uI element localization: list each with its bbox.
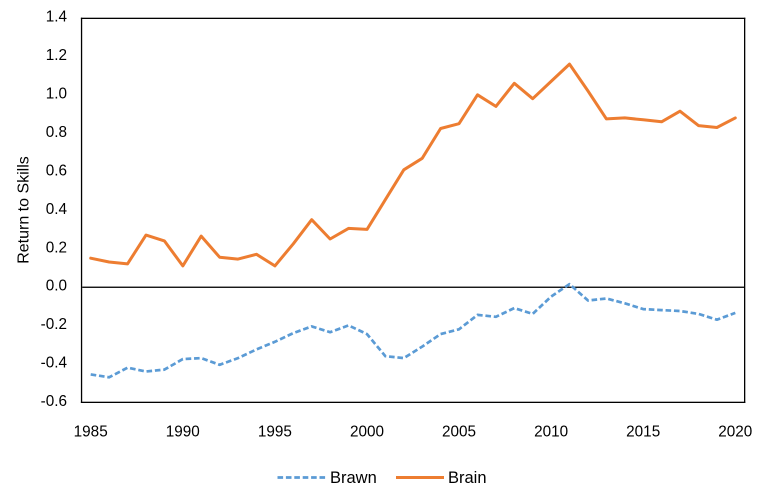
svg-text:Brain: Brain bbox=[448, 469, 487, 487]
svg-text:0.2: 0.2 bbox=[46, 239, 67, 256]
svg-text:1.0: 1.0 bbox=[46, 86, 67, 103]
svg-text:0.0: 0.0 bbox=[46, 278, 67, 295]
svg-text:0.4: 0.4 bbox=[46, 201, 68, 218]
svg-text:2010: 2010 bbox=[534, 423, 568, 440]
svg-text:0.6: 0.6 bbox=[46, 162, 67, 179]
svg-text:2015: 2015 bbox=[626, 423, 660, 440]
svg-text:-0.6: -0.6 bbox=[41, 393, 67, 410]
svg-text:1985: 1985 bbox=[74, 423, 108, 440]
svg-text:1.4: 1.4 bbox=[46, 9, 68, 26]
svg-text:-0.4: -0.4 bbox=[41, 355, 68, 372]
svg-text:2020: 2020 bbox=[718, 423, 752, 440]
svg-text:1.2: 1.2 bbox=[46, 47, 67, 64]
svg-text:1995: 1995 bbox=[258, 423, 292, 440]
svg-text:Return to Skills: Return to Skills bbox=[16, 156, 33, 264]
svg-text:2000: 2000 bbox=[350, 423, 384, 440]
svg-text:1990: 1990 bbox=[166, 423, 200, 440]
svg-text:0.8: 0.8 bbox=[46, 124, 67, 141]
svg-text:2005: 2005 bbox=[442, 423, 476, 440]
svg-text:Brawn: Brawn bbox=[330, 469, 377, 487]
svg-text:-0.2: -0.2 bbox=[41, 316, 67, 333]
